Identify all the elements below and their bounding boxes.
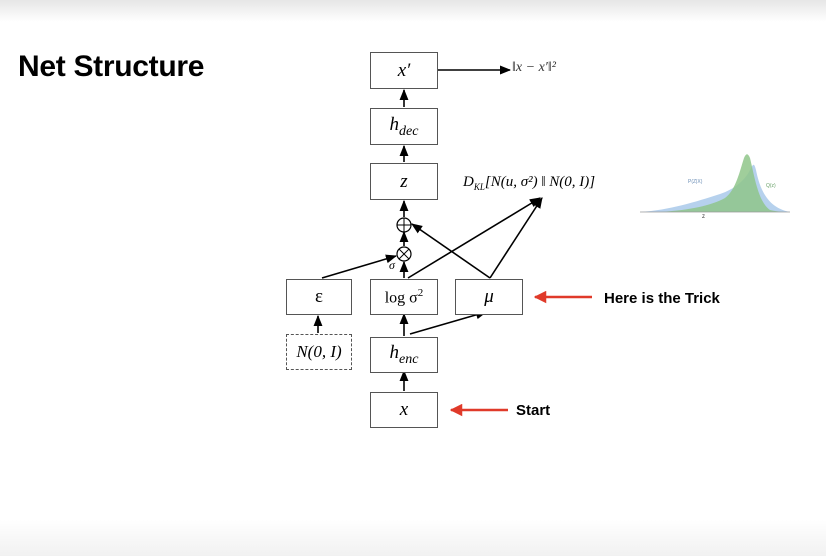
times-operator-icon — [396, 246, 412, 262]
noise-source-label: N(0, I) — [296, 342, 342, 361]
trick-annotation: Here is the Trick — [604, 290, 720, 307]
arrow-logsigma-to-kl — [407, 197, 541, 279]
arrow-mu-to-plus — [411, 223, 491, 279]
z-label: z — [400, 170, 408, 192]
epsilon-label: ε — [315, 286, 323, 307]
mu-box: μ — [455, 279, 523, 315]
reconstruction-loss: ‖x − x′‖² — [512, 60, 556, 75]
h-enc-label: henc — [389, 342, 419, 367]
z-box: z — [370, 163, 438, 200]
arrow-henc-to-mu — [409, 310, 488, 335]
kl-divergence-term: DKL[N(u, σ²) ‖ N(0, I)] — [463, 174, 596, 192]
noise-source-box: N(0, I) — [286, 334, 352, 370]
h-dec-box: hdec — [370, 108, 438, 145]
arrow-epsilon-to-times — [321, 254, 398, 279]
h-dec-label: hdec — [389, 113, 419, 139]
log-sigma-box: log σ2 — [370, 279, 438, 315]
epsilon-box: ε — [286, 279, 352, 315]
h-enc-box: henc — [370, 337, 438, 373]
distribution-thumbnail: P(Z|X) Q(z) z — [640, 150, 790, 225]
thumbnail-label-right: Q(z) — [766, 183, 776, 189]
x-prime-label: x′ — [397, 59, 411, 81]
x-label: x — [399, 399, 409, 420]
x-box: x — [370, 392, 438, 428]
arrow-mu-to-kl — [489, 197, 543, 279]
slide-title: Net Structure — [18, 50, 205, 83]
green-distribution-area — [660, 154, 790, 212]
mu-label: μ — [484, 286, 494, 307]
thumbnail-axis-label: z — [702, 214, 705, 220]
start-annotation: Start — [516, 402, 551, 419]
sigma-label: σ — [389, 258, 395, 272]
plus-operator-icon — [396, 217, 412, 233]
thumbnail-label-left: P(Z|X) — [688, 179, 703, 185]
distribution-curves — [640, 154, 790, 213]
x-prime-box: x′ — [370, 52, 438, 89]
log-sigma-label: log σ2 — [384, 286, 424, 307]
